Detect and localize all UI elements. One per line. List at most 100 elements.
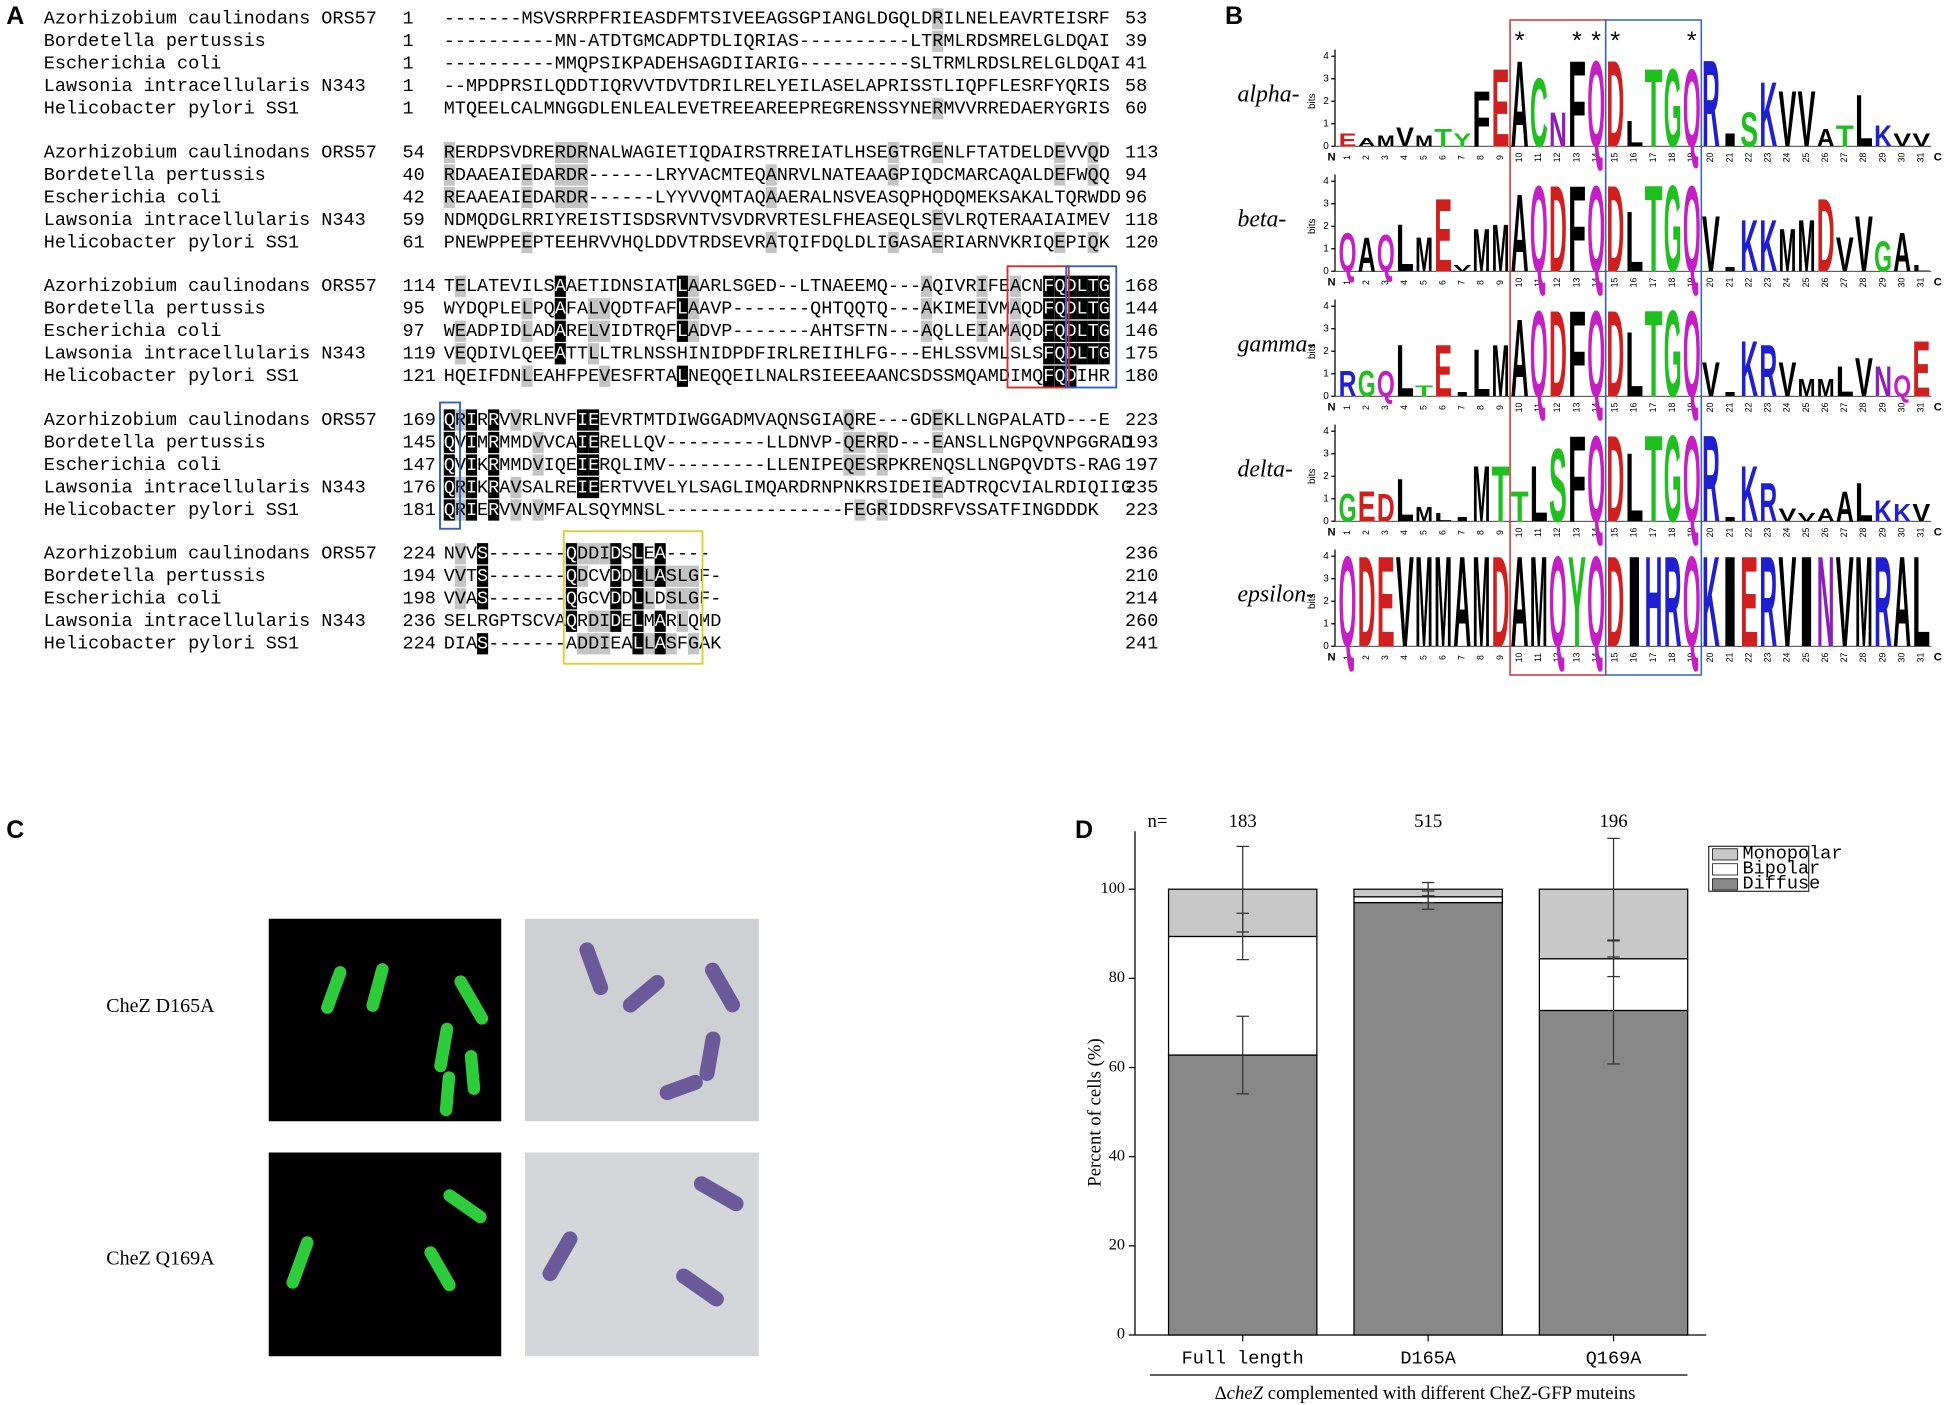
- similar-shade: [1054, 231, 1066, 254]
- identical-shade: [465, 454, 478, 476]
- identical-shade: [676, 320, 688, 342]
- logo-letter: V: [1778, 353, 1796, 407]
- logo-position: 5: [1418, 280, 1428, 285]
- sequence-end: 58: [1125, 76, 1147, 97]
- fluorescence-image: [268, 918, 502, 1122]
- logo-letter: K: [1874, 494, 1892, 528]
- logo-letter: A: [1836, 483, 1854, 531]
- identical-shade: [576, 454, 589, 476]
- logo-label: beta-: [1238, 207, 1287, 233]
- similar-shade: [643, 565, 655, 587]
- logo-tick-label: 2: [1323, 596, 1329, 607]
- identical-shade: [477, 633, 489, 655]
- logo-position: 19: [1686, 278, 1696, 288]
- similar-shade: [921, 275, 933, 297]
- identical-shade: [488, 476, 500, 499]
- sequence: TELATEVILSAAETIDNSIATLAARLSGED--LTNAEEMQ…: [444, 276, 1110, 297]
- logo-position: 18: [1667, 278, 1677, 288]
- logo-letter: N: [1817, 530, 1835, 674]
- c-terminus: C: [1934, 526, 1942, 538]
- logo-letter: Q: [1587, 409, 1605, 548]
- logo-position: 25: [1801, 153, 1811, 163]
- c-terminus: C: [1934, 401, 1942, 413]
- sequence-start: 194: [403, 566, 436, 587]
- logo-tick-label: 0: [1323, 266, 1329, 277]
- logo-letter: R: [1759, 472, 1777, 534]
- sequence: VEQDIVLQEEATTLLTRLNSSHINIDPDFIRLREIIHLFG…: [444, 344, 1110, 365]
- similar-shade: [876, 454, 888, 476]
- logo-letter: T: [1645, 409, 1663, 548]
- sequence-name: Helicobacter pylori SS1: [44, 99, 299, 120]
- cell: [443, 1189, 487, 1224]
- logo-tick-label: 3: [1323, 198, 1329, 209]
- logo-letter: I: [1798, 530, 1816, 674]
- logo-letter: L: [1396, 329, 1414, 412]
- sequence-start: 145: [403, 432, 436, 453]
- cell: [454, 975, 489, 1025]
- logo-position: 1: [1342, 155, 1352, 160]
- x-axis-label-part: cheZ: [1227, 1383, 1264, 1404]
- identical-shade: [465, 409, 478, 431]
- logo-letter: Y: [1568, 530, 1586, 674]
- cell: [693, 1176, 744, 1212]
- logo-letter: K: [1874, 119, 1892, 153]
- logo-letter: E: [1377, 530, 1395, 674]
- logo-position: 19: [1686, 653, 1696, 663]
- similar-shade: [576, 565, 589, 587]
- similar-shade: [887, 141, 899, 164]
- cell: [286, 1236, 314, 1289]
- sequence-name: Azorhizobium caulinodans ORS57: [44, 544, 377, 565]
- sequence: PNEWPPEEPTEEHRVVHQLDDVTRDSEVRATQIFDQLDLI…: [444, 232, 1111, 253]
- logo-letter: K: [1740, 323, 1758, 413]
- identical-shade: [488, 454, 500, 476]
- logo-letter: M: [1855, 530, 1873, 674]
- cell: [699, 1031, 721, 1081]
- logo-position: 17: [1648, 153, 1658, 163]
- logo-letter: G: [1664, 409, 1682, 548]
- logo-letter: Q: [1339, 222, 1357, 284]
- logo-tick-label: 1: [1323, 493, 1329, 504]
- logo-letter: D: [1549, 284, 1567, 423]
- logo-position: 23: [1763, 403, 1773, 413]
- logo-position: 24: [1782, 528, 1792, 538]
- similar-shade: [932, 409, 944, 431]
- identical-shade: [1054, 320, 1066, 342]
- similar-shade: [765, 186, 777, 209]
- sequence-end: 180: [1125, 366, 1158, 387]
- y-tick-label: 20: [1109, 1236, 1125, 1254]
- logo-letter: A: [1358, 136, 1376, 150]
- sequence: WYDQPLELPQAFALVQDTFAFLAAVP-------QHTQQTQ…: [444, 299, 1110, 320]
- logo-letter: M: [1415, 228, 1433, 282]
- similar-shade: [588, 610, 600, 632]
- logo-letter: A: [1511, 530, 1529, 674]
- logo-position: 9: [1495, 655, 1505, 660]
- identical-shade: [1098, 275, 1110, 297]
- sequence-name: Azorhizobium caulinodans ORS57: [44, 410, 377, 431]
- sequence: ----------MN-ATDTGMCADPTDLIQRIAS--------…: [444, 31, 1110, 52]
- identical-shade: [488, 409, 500, 431]
- logo-letter: G: [1358, 362, 1376, 404]
- logo-tick-label: 1: [1323, 243, 1329, 254]
- logo-letter: K: [1759, 204, 1777, 287]
- logo-position: 14: [1590, 653, 1600, 663]
- similar-shade: [921, 320, 933, 342]
- logo-position: 3: [1380, 655, 1390, 660]
- logo-position: 6: [1437, 280, 1447, 285]
- similar-shade: [532, 431, 544, 454]
- logo-tick-label: 4: [1323, 51, 1329, 62]
- logo-letter: Q: [1377, 362, 1395, 404]
- identical-shade: [477, 588, 489, 610]
- identical-shade: [1087, 320, 1099, 342]
- logo-letter: M: [1472, 448, 1490, 538]
- similar-shade: [676, 610, 688, 632]
- logo-letter: Y: [1453, 129, 1471, 150]
- similar-shade: [843, 454, 855, 476]
- logo-letter: Q: [1587, 159, 1605, 298]
- logo-position: 27: [1839, 403, 1849, 413]
- similar-shade: [1009, 320, 1021, 342]
- logo-position: 24: [1782, 153, 1792, 163]
- logo-position: 24: [1782, 278, 1792, 288]
- logo-position: 2: [1361, 655, 1371, 660]
- logo-letter: L: [1625, 112, 1643, 154]
- logo-letter: E: [1912, 323, 1930, 413]
